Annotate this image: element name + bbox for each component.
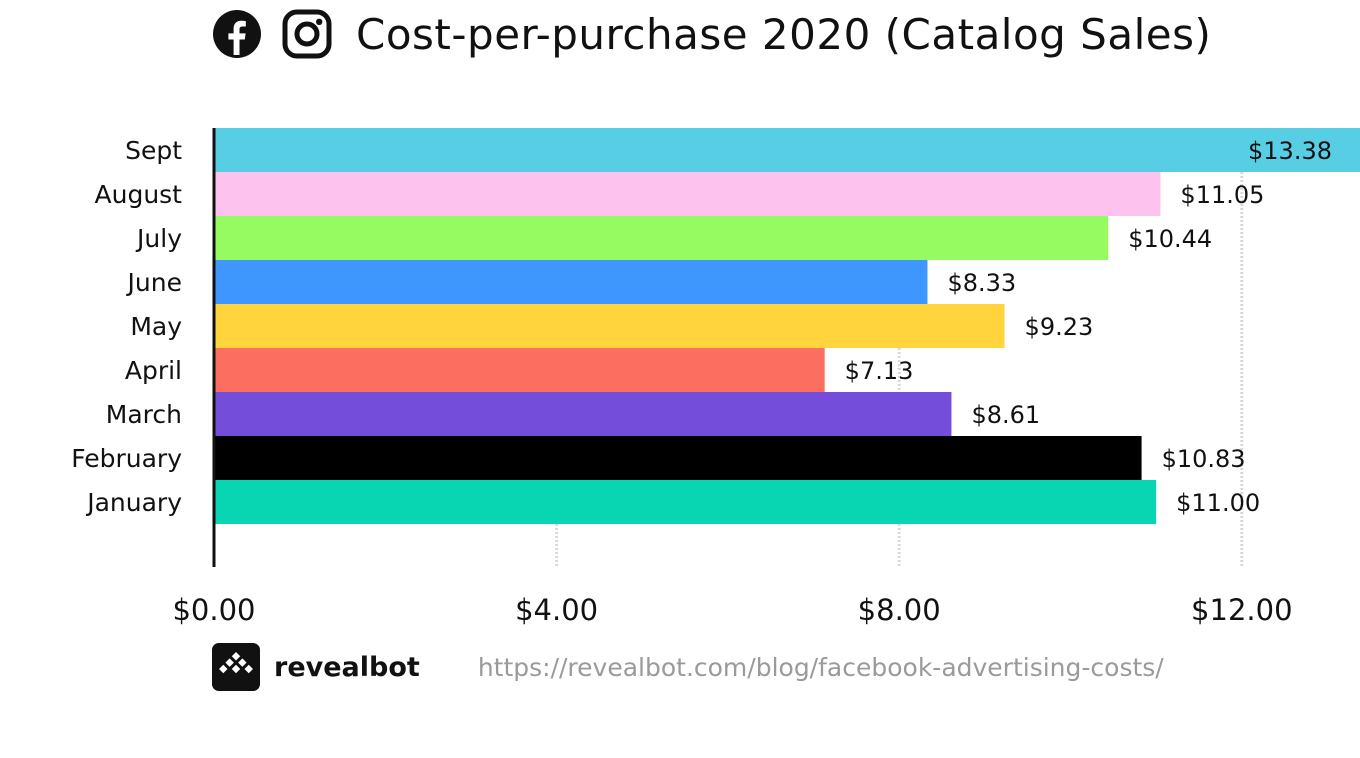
value-label: $13.38 <box>1248 137 1332 165</box>
value-labels: $13.38 $11.05 $10.44 $8.33 $9.23 $7.13 $8.61 $1… <box>845 137 1332 517</box>
source-url[interactable]: https://revealbot.com/blog/facebook-adve… <box>477 652 1164 682</box>
category-label: January <box>85 488 182 517</box>
chart-title: Cost-per-purchase 2020 (Catalog Sales) <box>356 9 1212 59</box>
bar <box>214 304 1005 348</box>
category-label: June <box>126 268 182 297</box>
value-label: $9.23 <box>1025 313 1094 341</box>
x-tick-label: $0.00 <box>172 593 255 627</box>
category-label: Sept <box>125 136 182 165</box>
value-label: $10.83 <box>1162 445 1246 473</box>
instagram-icon <box>282 9 332 59</box>
category-label: April <box>125 356 182 385</box>
bar <box>214 128 1360 172</box>
value-label: $8.33 <box>947 269 1016 297</box>
bar <box>214 392 952 436</box>
facebook-icon <box>212 9 262 59</box>
value-label: $10.44 <box>1128 225 1212 253</box>
chart-footer: revealbot https://revealbot.com/blog/fac… <box>212 642 1164 692</box>
bar <box>214 172 1161 216</box>
revealbot-logo[interactable] <box>212 643 260 691</box>
category-labels: Sept August July June May April March February J… <box>71 136 182 517</box>
bar <box>214 480 1157 524</box>
value-label: $7.13 <box>845 357 914 385</box>
bar <box>214 436 1142 480</box>
bar <box>214 260 928 304</box>
value-label: $11.00 <box>1176 489 1260 517</box>
x-tick-label: $8.00 <box>858 593 941 627</box>
category-label: May <box>130 312 182 341</box>
bar-chart: Sept August July June May April March February J… <box>71 128 1360 627</box>
chart-header: Cost-per-purchase 2020 (Catalog Sales) <box>212 6 1211 62</box>
brand-name: revealbot <box>274 651 420 683</box>
value-label: $11.05 <box>1180 181 1264 209</box>
bar <box>214 348 825 392</box>
value-label: $8.61 <box>971 401 1040 429</box>
bars <box>214 128 1360 524</box>
category-label: February <box>71 444 182 473</box>
bar <box>214 216 1109 260</box>
x-axis-tick-labels: $0.00 $4.00 $8.00 $12.00 <box>172 593 1292 627</box>
category-label: March <box>106 400 182 429</box>
category-label: August <box>95 180 183 209</box>
x-tick-label: $4.00 <box>515 593 598 627</box>
category-label: July <box>135 224 182 253</box>
x-tick-label: $12.00 <box>1191 593 1292 627</box>
